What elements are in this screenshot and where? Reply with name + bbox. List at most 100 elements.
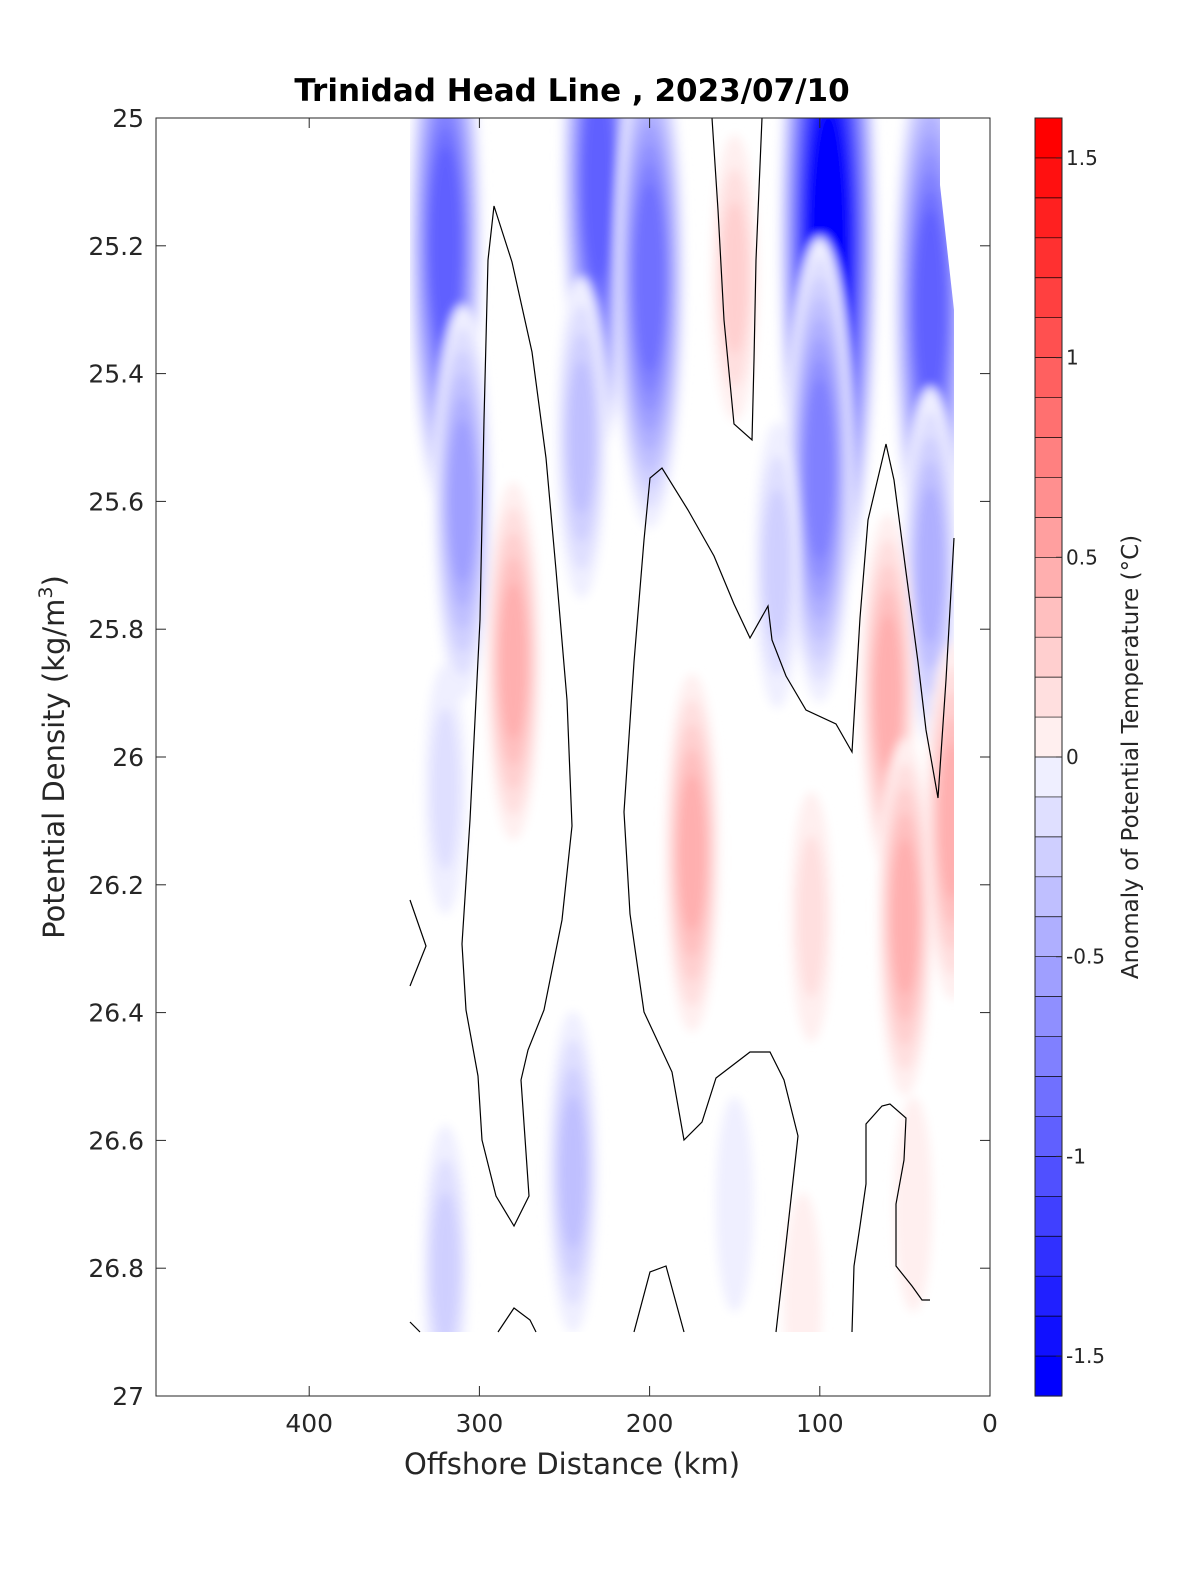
anomaly-patch — [432, 1191, 459, 1332]
y-tick-label: 26.4 — [88, 999, 144, 1028]
x-axis-label: Offshore Distance (km) — [404, 1447, 740, 1481]
y-tick-label: 25.6 — [88, 487, 144, 516]
y-axis-label-main: Potential Density (kg/m — [37, 599, 71, 939]
y-axis-label-superscript: 3 — [35, 586, 57, 598]
zero-contour-line — [711, 118, 763, 442]
zero-contour-line — [633, 1265, 685, 1333]
colorbar-level — [1035, 876, 1062, 918]
y-axis-ticks: 25 25.2 25.4 25.6 25.8 26 26.2 26.4 26.6 26.8 27 — [88, 104, 990, 1411]
zero-contour-line — [461, 205, 573, 1228]
colorbar-level — [1035, 757, 1062, 798]
x-tick-label: 0 — [982, 1409, 998, 1438]
y-tick-label: 26.6 — [88, 1126, 144, 1155]
y-tick-label: 26.8 — [88, 1254, 144, 1283]
anomaly-patch — [797, 835, 826, 999]
colorbar-level — [1035, 1196, 1062, 1237]
colorbar-level — [1035, 1156, 1062, 1197]
y-axis-label: Potential Density (kg/m3) — [35, 575, 71, 939]
colorbar-level — [1035, 557, 1062, 598]
anomaly-patch — [721, 201, 748, 355]
colorbar-level — [1035, 517, 1062, 558]
colorbar-tick-label: 0 — [1066, 745, 1079, 769]
x-axis-ticks: 400 300 200 100 0 — [285, 118, 998, 1438]
colorbar-level — [1035, 1036, 1062, 1078]
colorbar-label: Anomaly of Potential Temperature (°C) — [1118, 535, 1144, 979]
anomaly-patch — [500, 582, 527, 740]
chart-title: Trinidad Head Line , 2023/07/10 — [294, 73, 849, 109]
colorbar-level — [1035, 157, 1062, 199]
colorbar-level — [1035, 836, 1062, 878]
anomaly-patch — [939, 742, 954, 900]
plot-area: 400 300 200 100 0 25 25.2 25.4 25.6 25.8 26 26.2 26… — [88, 104, 998, 1438]
colorbar-level — [1035, 637, 1062, 678]
x-tick-label: 200 — [626, 1409, 674, 1438]
colorbar-level — [1035, 437, 1062, 479]
colorbar-level — [1035, 197, 1062, 239]
anomaly-patch — [894, 1096, 933, 1312]
anomaly-patch — [805, 379, 835, 560]
anomaly-patch — [568, 361, 595, 514]
colorbar-level — [1035, 317, 1062, 359]
colorbar-ticks: 1.5 1 0.5 0 -0.5 -1 -1.5 — [1056, 146, 1105, 1368]
zero-contours — [409, 118, 955, 1333]
zero-contour-line — [409, 899, 427, 987]
colorbar-level — [1035, 477, 1062, 518]
anomaly-patch — [783, 1192, 822, 1332]
colorbar-tick-label: 0.5 — [1066, 545, 1098, 569]
y-tick-label: 25.4 — [88, 360, 144, 389]
anomaly-patch — [917, 486, 944, 644]
colorbar-level — [1035, 397, 1062, 439]
x-tick-label: 400 — [285, 1409, 333, 1438]
anomaly-patch — [715, 1096, 754, 1312]
colorbar-level — [1035, 237, 1062, 279]
anomaly-patch — [634, 183, 665, 373]
x-tick-label: 100 — [796, 1409, 844, 1438]
anomaly-patch — [914, 210, 946, 409]
colorbar-level — [1035, 916, 1062, 958]
y-tick-label: 27 — [112, 1382, 144, 1411]
colorbar-level — [1035, 118, 1062, 159]
zero-contour-line — [623, 443, 955, 1333]
colorbar-level — [1035, 1316, 1062, 1357]
colorbar-level — [1035, 597, 1062, 638]
zero-contour-line — [851, 1103, 930, 1333]
x-tick-label: 300 — [456, 1409, 504, 1438]
colorbar-level — [1035, 1116, 1062, 1157]
colorbar-level — [1035, 1236, 1062, 1277]
colorbar-level — [1035, 1276, 1062, 1317]
anomaly-patch — [560, 1095, 586, 1249]
y-tick-label: 25 — [112, 104, 144, 133]
anomaly-patch — [891, 838, 919, 996]
colorbar-level — [1035, 796, 1062, 838]
anomaly-patch — [583, 118, 614, 282]
anomaly-patch — [874, 614, 902, 772]
anomaly-patch — [764, 489, 791, 642]
colorbar-tick-label: 1 — [1066, 346, 1079, 370]
anomaly-patch — [679, 774, 706, 932]
colorbar-tick-label: -1 — [1066, 1144, 1086, 1168]
colorbar-level — [1035, 1356, 1062, 1397]
anomaly-patch — [449, 419, 476, 584]
colorbar-level — [1035, 357, 1062, 399]
colorbar-tick-label: -0.5 — [1066, 945, 1105, 969]
y-tick-label: 25.2 — [88, 232, 144, 261]
colorbar-level — [1035, 277, 1062, 319]
colorbar-level — [1035, 1076, 1062, 1118]
y-tick-label: 26.2 — [88, 871, 144, 900]
colorbar-level — [1035, 996, 1062, 1038]
colorbar-level — [1035, 956, 1062, 998]
y-tick-label: 25.8 — [88, 615, 144, 644]
colorbar-level-lines — [1035, 118, 1062, 1397]
anomaly-patch — [429, 146, 461, 346]
colorbar-tick-label: 1.5 — [1066, 146, 1098, 170]
anomaly-patch — [431, 707, 460, 871]
colorbar-level — [1035, 677, 1062, 718]
zero-contour-line — [409, 1321, 421, 1333]
zero-contour-line — [497, 1307, 537, 1333]
colorbar: 1.5 1 0.5 0 -0.5 -1 -1.5 — [1034, 117, 1105, 1397]
y-axis-label-close: ) — [37, 575, 71, 586]
colorbar-tick-label: -1.5 — [1066, 1344, 1105, 1368]
y-tick-label: 26 — [112, 743, 144, 772]
anomaly-field — [410, 118, 954, 1332]
